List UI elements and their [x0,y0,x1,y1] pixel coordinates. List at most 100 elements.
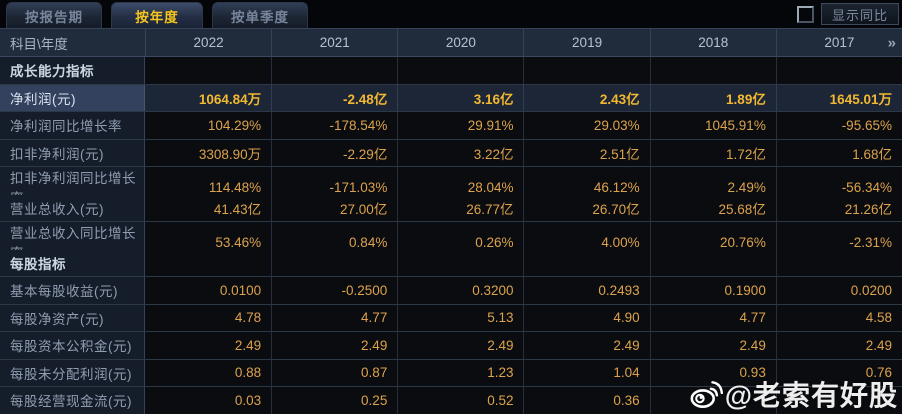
row-label: 营业总收入(元) [0,194,145,221]
column-header-2017: 2017 » [775,29,902,56]
table-row[interactable]: 扣非净利润同比增长率 114.48% -171.03% 28.04% 46.12… [0,167,902,207]
table-cell: 2.49 [145,332,272,359]
table-cell: 0.2493 [523,277,650,304]
table-cell [523,57,650,84]
table-cell: 4.77 [649,304,776,331]
table-cell: 29.03% [523,112,650,139]
table-row[interactable]: 每股资本公积金(元) 2.49 2.49 2.49 2.49 2.49 2.49 [0,332,902,360]
table-cell: 3.16亿 [397,84,524,111]
table-row[interactable]: 营业总收入同比增长率 53.46% 0.84% 0.26% 4.00% 20.7… [0,222,902,262]
table-cell: 0.93 [649,359,776,386]
tab-annual[interactable]: 按年度 [111,2,203,28]
table-cell: 26.77亿 [397,194,524,221]
column-header-2021: 2021 [271,29,397,56]
row-label: 基本每股收益(元) [0,277,145,304]
table-cell: 2.43亿 [523,84,650,111]
table-cell [271,57,398,84]
table-cell: 5.13 [397,304,524,331]
row-label: 成长能力指标 [0,57,145,84]
table-row[interactable]: 每股经营现金流(元) 0.03 0.25 0.52 0.36 [0,387,902,414]
table-cell: 0.36 [523,387,650,414]
row-label: 净利润(元) [0,84,145,111]
table-cell: 21.26亿 [775,194,902,221]
tab-bar: 按报告期 按年度 按单季度 显示同比 [0,0,902,28]
table-cell: 25.68亿 [649,194,776,221]
table-cell: 0.03 [145,387,272,414]
table-cell: -95.65% [775,112,902,139]
table-cell: 1.72亿 [649,139,776,166]
row-label: 净利润同比增长率 [0,112,145,139]
table-cell: 1645.01万 [775,84,902,111]
table-cell: -0.2500 [271,277,398,304]
table-cell: 1064.84万 [145,84,272,111]
corner-header: 科目\年度 [10,36,68,52]
row-label: 每股经营现金流(元) [0,387,145,414]
table-cell: 0.25 [271,387,398,414]
table-cell: 4.77 [271,304,398,331]
show-yoy-checkbox[interactable] [796,6,814,23]
table-cell: 2.49 [775,332,902,359]
table-body: 成长能力指标 净利润(元) 1064.84万 -2.48亿 3.16亿 2.43… [0,57,902,414]
column-header-2022: 2022 [145,29,271,56]
table-cell: 0.52 [397,387,524,414]
table-cell [649,387,776,414]
table-cell: 1.89亿 [649,84,776,111]
table-cell [145,249,272,276]
table-row[interactable]: 净利润同比增长率 104.29% -178.54% 29.91% 29.03% … [0,112,902,140]
show-yoy-button[interactable]: 显示同比 [820,3,899,25]
table-cell: 1.68亿 [775,139,902,166]
row-label: 每股资本公积金(元) [0,332,145,359]
table-cell [271,249,398,276]
table-cell [145,57,272,84]
table-cell [397,249,524,276]
table-cell [397,57,524,84]
column-header-2018: 2018 [649,29,776,56]
table-cell: 29.91% [397,112,524,139]
financial-indicators-table: 科目\年度 2022 2021 2020 2019 2018 2017 » 成长… [0,28,902,414]
tab-report-period[interactable]: 按报告期 [6,2,102,28]
table-cell: 2.49 [649,332,776,359]
table-cell: 41.43亿 [145,194,272,221]
table-cell [649,57,776,84]
table-cell: 3308.90万 [145,139,272,166]
row-label: 每股指标 [0,249,145,276]
table-cell: 0.1900 [649,277,776,304]
table-row[interactable]: 扣非净利润(元) 3308.90万 -2.29亿 3.22亿 2.51亿 1.7… [0,139,902,167]
row-label: 扣非净利润(元) [0,139,145,166]
table-cell [523,249,650,276]
tab-quarterly[interactable]: 按单季度 [212,2,308,28]
table-row[interactable]: 每股未分配利润(元) 0.88 0.87 1.23 1.04 0.93 0.76 [0,359,902,387]
table-cell: 0.0200 [775,277,902,304]
table-cell: 1045.91% [649,112,776,139]
table-cell [775,387,902,414]
more-columns-icon[interactable]: » [887,34,896,51]
table-cell [649,249,776,276]
table-cell: 0.76 [775,359,902,386]
table-cell: -178.54% [271,112,398,139]
table-cell: -2.48亿 [271,84,398,111]
table-cell: 2.51亿 [523,139,650,166]
table-cell: 0.87 [271,359,398,386]
table-row[interactable]: 营业总收入(元) 41.43亿 27.00亿 26.77亿 26.70亿 25.… [0,194,902,222]
table-cell: 27.00亿 [271,194,398,221]
table-row[interactable]: 每股指标 [0,249,902,277]
table-cell: 0.0100 [145,277,272,304]
table-row[interactable]: 每股净资产(元) 4.78 4.77 5.13 4.90 4.77 4.58 [0,304,902,332]
table-cell: 4.58 [775,304,902,331]
table-cell: 26.70亿 [523,194,650,221]
table-row[interactable]: 净利润(元) 1064.84万 -2.48亿 3.16亿 2.43亿 1.89亿… [0,84,902,112]
table-cell: 2.49 [523,332,650,359]
table-cell [775,57,902,84]
table-row[interactable]: 成长能力指标 [0,57,902,85]
table-cell: 2.49 [397,332,524,359]
table-cell [775,249,902,276]
table-row[interactable]: 基本每股收益(元) 0.0100 -0.2500 0.3200 0.2493 0… [0,277,902,305]
table-cell: 4.78 [145,304,272,331]
row-label: 每股未分配利润(元) [0,359,145,386]
table-header-row: 科目\年度 2022 2021 2020 2019 2018 2017 » [0,28,902,57]
table-cell: -2.29亿 [271,139,398,166]
column-header-2019: 2019 [523,29,649,56]
table-cell: 1.04 [523,359,650,386]
column-header-2020: 2020 [397,29,523,56]
